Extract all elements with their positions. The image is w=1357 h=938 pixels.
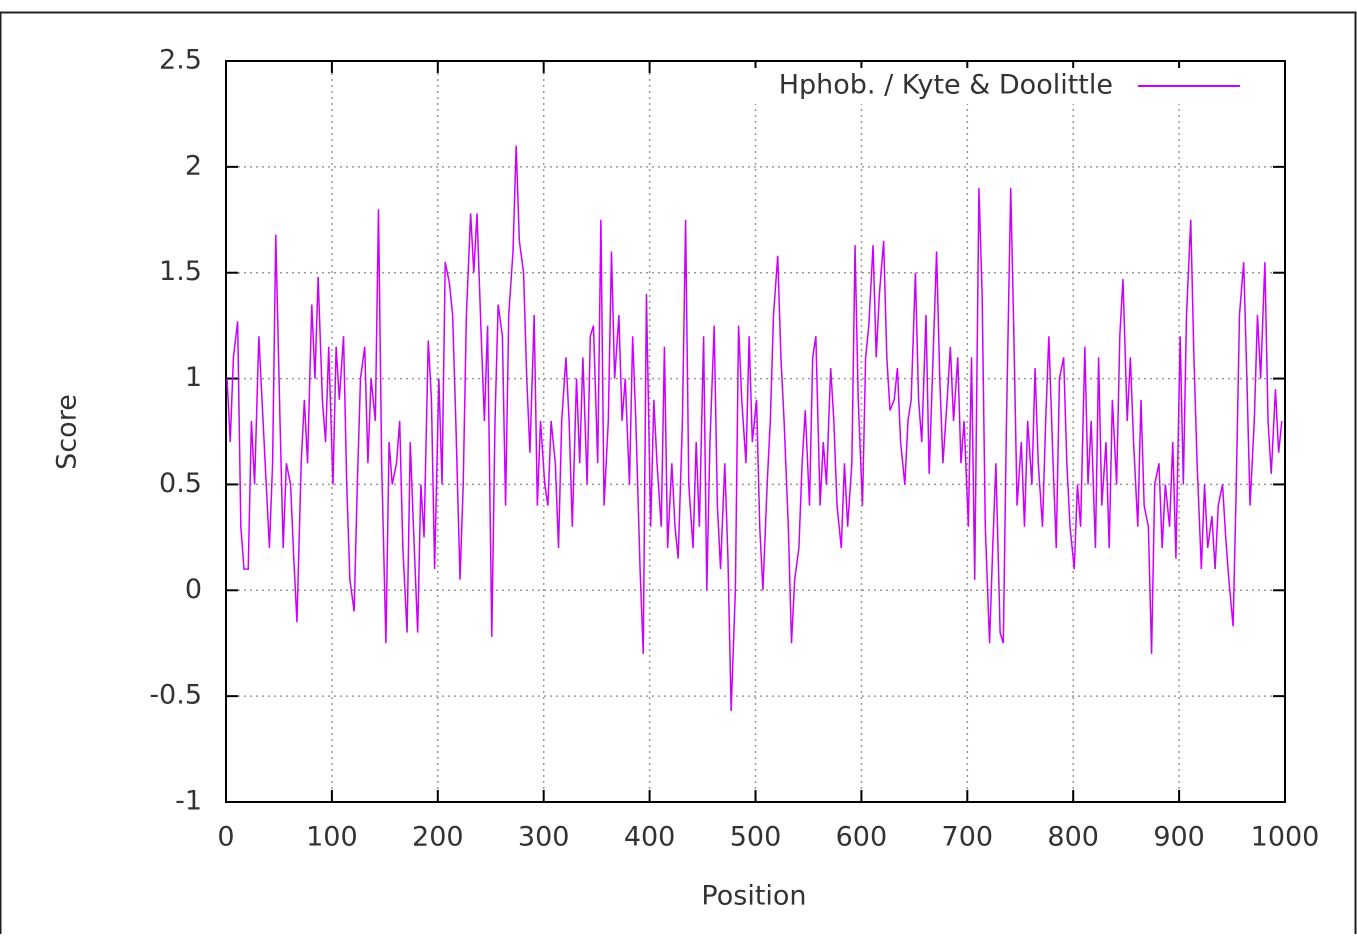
x-tick-label: 900 [1153, 822, 1205, 853]
y-tick-label: 0 [185, 574, 202, 605]
y-tick-label: -0.5 [149, 680, 202, 711]
x-tick-label: 700 [942, 822, 994, 853]
x-tick-label: 400 [624, 822, 676, 853]
x-tick-label: 600 [836, 822, 888, 853]
data-line [226, 145, 1283, 711]
y-tick-label: 1.5 [159, 256, 202, 287]
y-tick-label: 2 [185, 150, 202, 181]
legend-label: Hphob. / Kyte & Doolittle [779, 70, 1113, 101]
y-tick-label: 0.5 [159, 468, 202, 499]
y-tick-label: -1 [175, 786, 202, 817]
frame [0, 11, 1357, 938]
x-tick-label: 1000 [1251, 822, 1320, 853]
x-tick-label: 300 [518, 822, 570, 853]
y-axis-label: Score [52, 394, 83, 470]
x-tick-label: 800 [1047, 822, 1099, 853]
y-tick-label: 1 [185, 362, 202, 393]
x-tick-label: 500 [730, 822, 782, 853]
x-tick-label: 100 [306, 822, 358, 853]
x-tick-label: 0 [217, 822, 234, 853]
y-tick-label: 2.5 [159, 45, 202, 76]
plot-border [225, 60, 1286, 803]
x-axis-label: Position [701, 881, 806, 912]
x-tick-label: 200 [412, 822, 464, 853]
